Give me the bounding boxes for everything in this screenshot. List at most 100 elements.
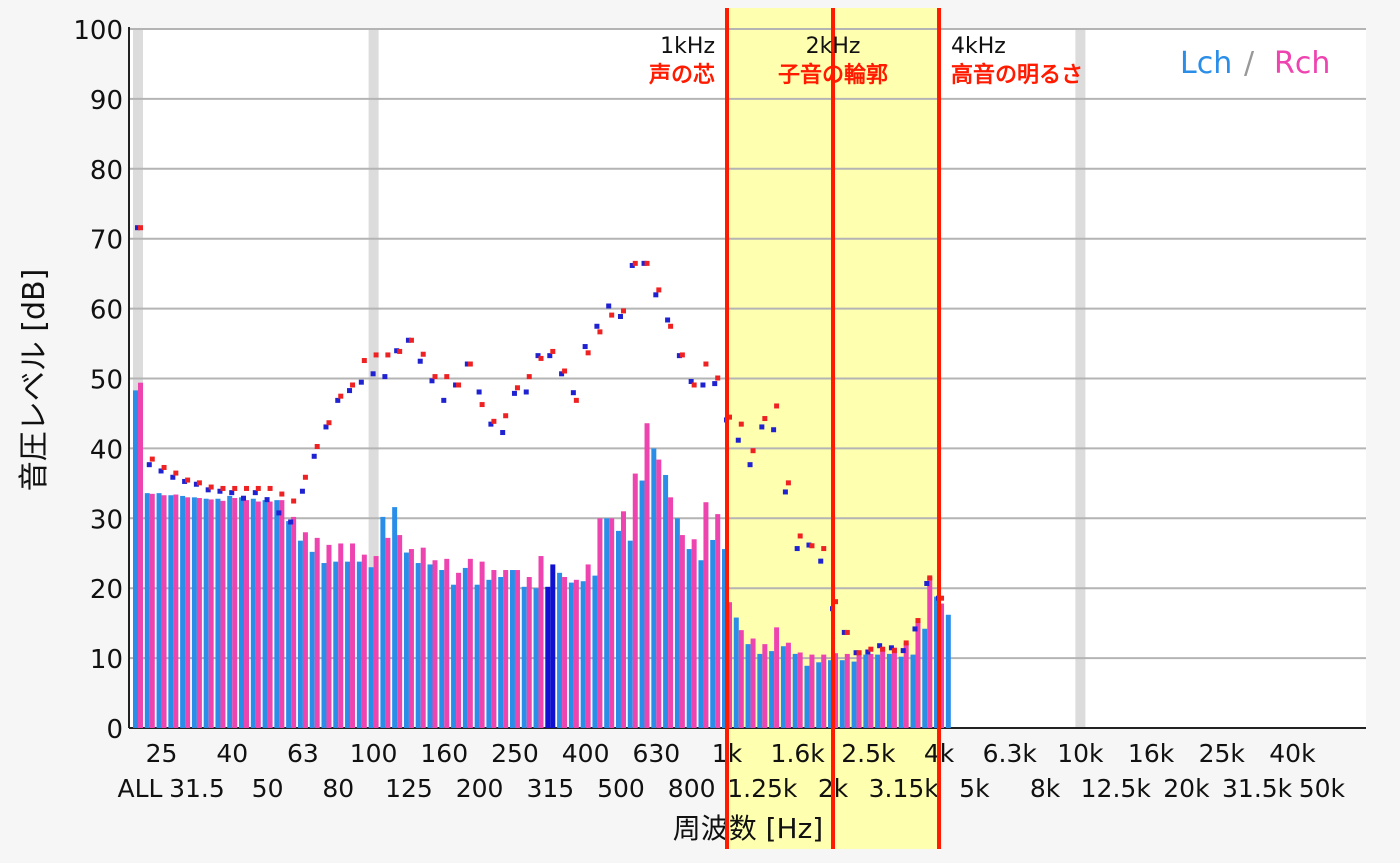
marker-freq-label: 1kHz	[660, 34, 715, 59]
bar-lch	[722, 549, 727, 728]
bar-lch	[839, 660, 845, 728]
peak-dot-lch	[394, 348, 400, 354]
bar-lch	[215, 498, 221, 728]
bar-lch	[498, 577, 504, 728]
peak-dot-rch	[656, 287, 662, 293]
bar-rch	[420, 547, 426, 728]
bar-rch	[609, 518, 615, 728]
bar-lch	[345, 561, 351, 728]
peak-dot-rch	[220, 485, 226, 491]
bar-rch	[632, 473, 638, 728]
bar-lch	[380, 516, 386, 728]
peak-dot-lch	[771, 427, 777, 433]
bar-lch	[580, 581, 586, 728]
bar-lch	[297, 540, 303, 728]
y-tick-label: 0	[106, 715, 123, 745]
bar-rch	[691, 539, 697, 728]
bar-rch	[267, 501, 273, 728]
bar-rch	[408, 549, 414, 728]
peak-dot-rch	[385, 352, 391, 358]
bar-lch	[816, 662, 822, 728]
bar-rch	[785, 642, 791, 728]
x-tick-label-bottom: 50	[252, 774, 284, 803]
bar-rch	[833, 653, 839, 728]
bar-rch	[291, 516, 297, 728]
bar-lch	[663, 474, 669, 728]
bar-lch	[615, 530, 621, 728]
peak-dot-rch	[703, 361, 709, 367]
y-tick-label: 100	[73, 16, 123, 46]
bar-rch	[467, 558, 473, 728]
bar-rch	[138, 382, 143, 728]
x-tick-label-bottom: 12.5k	[1081, 774, 1152, 803]
peak-dot-rch	[444, 374, 450, 380]
gridlines	[129, 28, 1366, 729]
peak-dot-lch	[877, 643, 883, 649]
bar-lch	[910, 654, 916, 728]
bar-rch	[774, 627, 780, 728]
peak-dot-lch	[511, 390, 517, 396]
bar-lch	[604, 518, 610, 728]
peak-dot-lch	[747, 462, 753, 468]
bar-lch	[439, 570, 445, 728]
bar-lch	[203, 498, 209, 728]
bar-rch	[703, 502, 709, 728]
peak-dot-rch	[597, 329, 603, 335]
x-tick-label-top: 250	[491, 739, 539, 768]
x-tick-label-bottom: ALL	[118, 774, 163, 803]
peak-dot-rch	[350, 382, 356, 388]
y-tick-label: 80	[90, 156, 123, 186]
peak-dot-lch	[865, 649, 871, 655]
peak-dot-rch	[644, 260, 650, 266]
peak-dot-rch	[338, 393, 344, 399]
bar-lch	[462, 567, 468, 728]
peak-dot-lch	[759, 424, 765, 430]
bar-rch	[314, 537, 320, 728]
peak-dot-rch	[668, 323, 674, 329]
peak-dot-lch	[523, 389, 529, 395]
bar-lch	[227, 495, 233, 728]
peak-dot-rch	[750, 448, 756, 454]
x-tick-label-bottom: 20k	[1163, 774, 1210, 803]
bar-lch	[356, 561, 362, 728]
bar-rch	[939, 603, 945, 728]
peak-dot-rch	[185, 477, 191, 483]
bar-rch	[173, 494, 179, 728]
bar-lch	[568, 582, 574, 728]
bar-lch	[945, 614, 951, 728]
y-tick-label: 70	[90, 226, 123, 256]
peak-dot-rch	[821, 546, 827, 552]
bar-lch	[710, 539, 716, 728]
bar-rch	[161, 495, 167, 728]
x-tick-label-bottom: 500	[597, 774, 645, 803]
bar-lch	[863, 654, 869, 728]
peak-dot-rch	[279, 491, 285, 497]
peak-dot-rch	[314, 444, 320, 450]
bar-lch	[309, 551, 315, 728]
peak-dot-rch	[244, 485, 250, 491]
peak-dot-rch	[844, 629, 850, 635]
peak-dot-lch	[712, 381, 718, 387]
peak-dot-lch	[170, 474, 176, 480]
peak-dot-lch	[700, 382, 706, 388]
bar-rch	[196, 498, 202, 728]
peak-dot-lch	[323, 424, 329, 430]
peak-dot-rch	[550, 348, 556, 354]
x-tick-label-top: 160	[420, 739, 468, 768]
peak-dot-lch	[464, 361, 470, 367]
peak-dot-rch	[456, 382, 462, 388]
y-tick-label: 60	[90, 296, 123, 326]
bar-rch	[656, 459, 662, 728]
bar-lch	[168, 495, 174, 728]
peak-dot-rch	[538, 355, 544, 361]
peak-dot-lch	[665, 317, 671, 323]
peak-dot-rch	[514, 385, 520, 391]
bar-lch	[262, 500, 268, 728]
bar-rch	[338, 543, 344, 728]
bar-lch	[474, 584, 480, 728]
y-tick-label: 20	[90, 575, 123, 605]
bar-lch	[156, 493, 162, 728]
marker-freq-label: 2kHz	[806, 34, 861, 59]
x-tick-label-top: 100	[350, 739, 398, 768]
